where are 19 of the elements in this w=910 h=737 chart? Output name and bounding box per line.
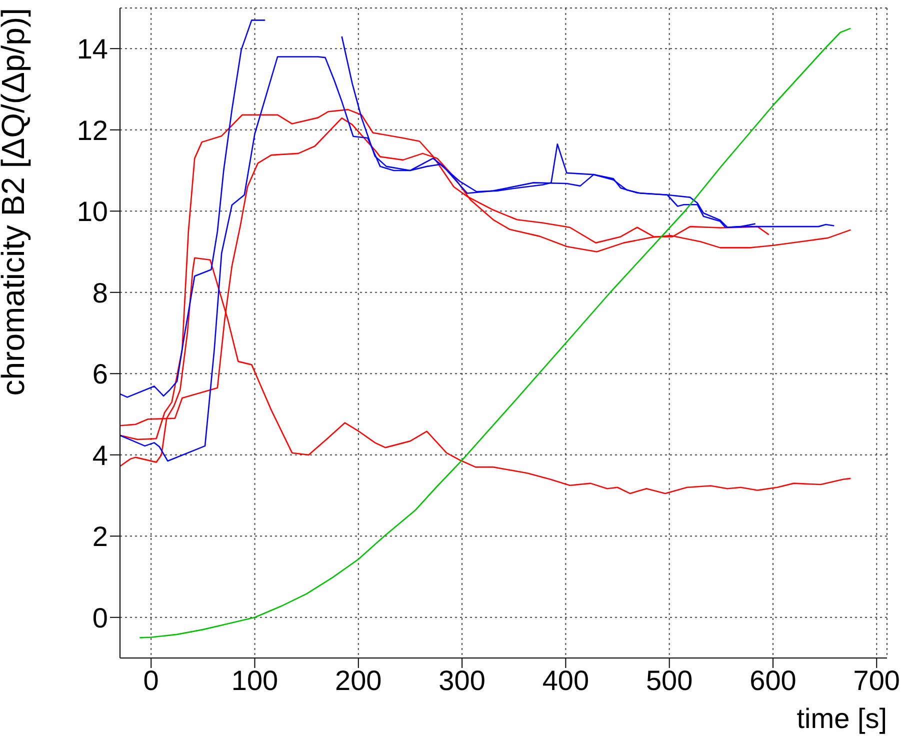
x-tick-label: 200 — [335, 664, 382, 696]
y-tick-label: 10 — [76, 196, 108, 228]
x-axis-title: time [s] — [796, 703, 887, 734]
x-tick-label: 500 — [646, 664, 693, 696]
x-tick-label: 300 — [438, 664, 486, 696]
y-tick-label: 12 — [76, 114, 108, 146]
x-tick-label: 400 — [542, 664, 590, 696]
y-tick-label: 14 — [76, 34, 108, 65]
x-tick-label: 100 — [231, 664, 278, 696]
y-tick-label: 2 — [92, 521, 108, 552]
x-tick-label: 600 — [750, 664, 796, 696]
line-series — [139, 28, 852, 638]
y-tick-label: 0 — [92, 602, 108, 634]
x-tick-label: 0 — [143, 664, 159, 696]
x-tick-label: 700 — [853, 664, 900, 696]
y-tick-label: 8 — [92, 277, 108, 308]
y-axis-title: chromaticity B2 [ΔQ/(Δp/p)] — [0, 8, 31, 396]
y-tick-label: 6 — [92, 358, 108, 390]
y-tick-label: 4 — [92, 440, 108, 471]
